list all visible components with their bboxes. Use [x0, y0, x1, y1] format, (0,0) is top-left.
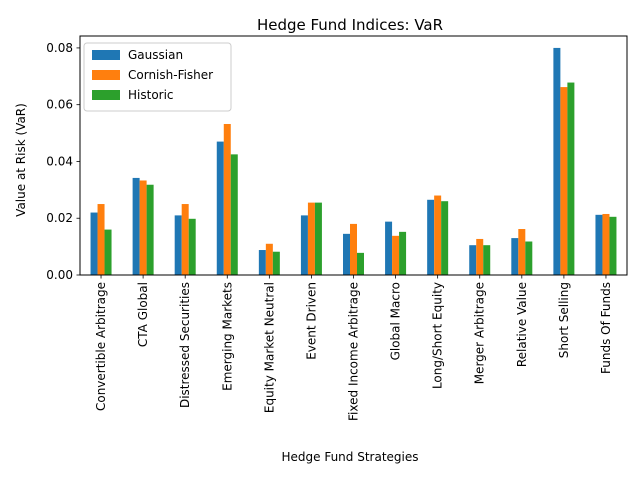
bar-gaussian-1	[132, 177, 140, 275]
x-tick-label: Relative Value	[515, 282, 529, 367]
y-tick-label: 0.06	[46, 98, 73, 112]
y-tick-label: 0.00	[46, 268, 73, 282]
x-tick-label: Funds Of Funds	[599, 282, 613, 374]
bar-gaussian-5	[300, 215, 308, 275]
bar-gaussian-8	[427, 199, 435, 275]
bar-cornish-fisher-3	[223, 123, 231, 275]
bar-cornish-fisher-11	[560, 87, 568, 275]
bar-gaussian-3	[216, 141, 224, 275]
x-tick-label: Emerging Markets	[220, 282, 234, 391]
bars-group	[90, 47, 617, 275]
legend-swatch	[92, 90, 120, 100]
plot-frame	[79, 35, 628, 276]
x-tick-label: Event Driven	[304, 282, 318, 360]
x-axis-label: Hedge Fund Strategies	[281, 450, 418, 464]
bar-gaussian-10	[511, 238, 519, 275]
y-tick-label: 0.04	[46, 154, 73, 168]
bar-historic-3	[230, 154, 238, 275]
bar-historic-10	[525, 241, 533, 275]
bar-historic-7	[399, 231, 407, 275]
y-tick-label: 0.08	[46, 41, 73, 55]
x-tick-label: Distressed Securities	[178, 282, 192, 408]
y-axis-ticks: 0.00 0.02 0.04 0.06 0.08	[46, 41, 80, 282]
legend-label: Gaussian	[128, 48, 183, 62]
bar-cornish-fisher-5	[307, 202, 315, 275]
legend-label: Historic	[128, 88, 174, 102]
bar-historic-6	[357, 252, 364, 275]
bar-gaussian-7	[385, 221, 393, 275]
bar-gaussian-11	[553, 47, 561, 275]
bar-historic-12	[609, 216, 617, 275]
bar-cornish-fisher-0	[97, 204, 105, 275]
bar-gaussian-0	[90, 212, 98, 275]
bar-historic-0	[104, 229, 112, 275]
bar-cornish-fisher-8	[434, 195, 442, 275]
x-axis-ticks: Convertible Arbitrage CTA Global Distresse…	[94, 275, 613, 421]
legend-swatch	[92, 50, 120, 60]
bar-historic-1	[146, 184, 154, 275]
bar-cornish-fisher-4	[265, 243, 273, 275]
y-tick-label: 0.02	[46, 211, 73, 225]
bar-historic-11	[567, 82, 575, 275]
x-tick-label: Convertible Arbitrage	[94, 282, 108, 411]
bar-cornish-fisher-7	[392, 235, 400, 275]
legend-box	[83, 42, 232, 112]
bar-cornish-fisher-12	[602, 213, 610, 275]
x-tick-label: Global Macro	[389, 282, 403, 360]
chart-title: Hedge Fund Indices: VaR	[257, 16, 443, 34]
bar-cornish-fisher-2	[181, 204, 189, 275]
bar-cornish-fisher-10	[518, 229, 526, 275]
bar-gaussian-9	[469, 245, 477, 275]
bar-historic-9	[483, 245, 491, 275]
bar-cornish-fisher-1	[139, 180, 147, 275]
bar-gaussian-2	[174, 215, 182, 275]
legend-label: Cornish-Fisher	[128, 68, 213, 82]
legend: Gaussian Cornish-Fisher Historic	[83, 42, 232, 112]
bar-gaussian-4	[258, 250, 266, 275]
bar-gaussian-6	[343, 233, 350, 275]
y-axis-label: Value at Risk (VaR)	[14, 103, 28, 217]
bar-cornish-fisher-9	[476, 238, 484, 275]
bar-historic-2	[188, 218, 196, 275]
x-tick-label: Fixed Income Arbitrage	[347, 282, 361, 421]
x-tick-label: Short Selling	[557, 282, 571, 358]
x-tick-label: CTA Global	[136, 282, 150, 347]
bar-historic-8	[441, 201, 449, 275]
bar-historic-4	[272, 251, 280, 275]
bar-gaussian-12	[595, 214, 603, 275]
legend-swatch	[92, 70, 120, 80]
x-tick-label: Merger Arbitrage	[473, 282, 487, 384]
x-tick-label: Equity Market Neutral	[262, 282, 276, 413]
bar-historic-5	[314, 202, 322, 275]
x-tick-label: Long/Short Equity	[431, 282, 445, 389]
bar-cornish-fisher-6	[350, 223, 357, 275]
